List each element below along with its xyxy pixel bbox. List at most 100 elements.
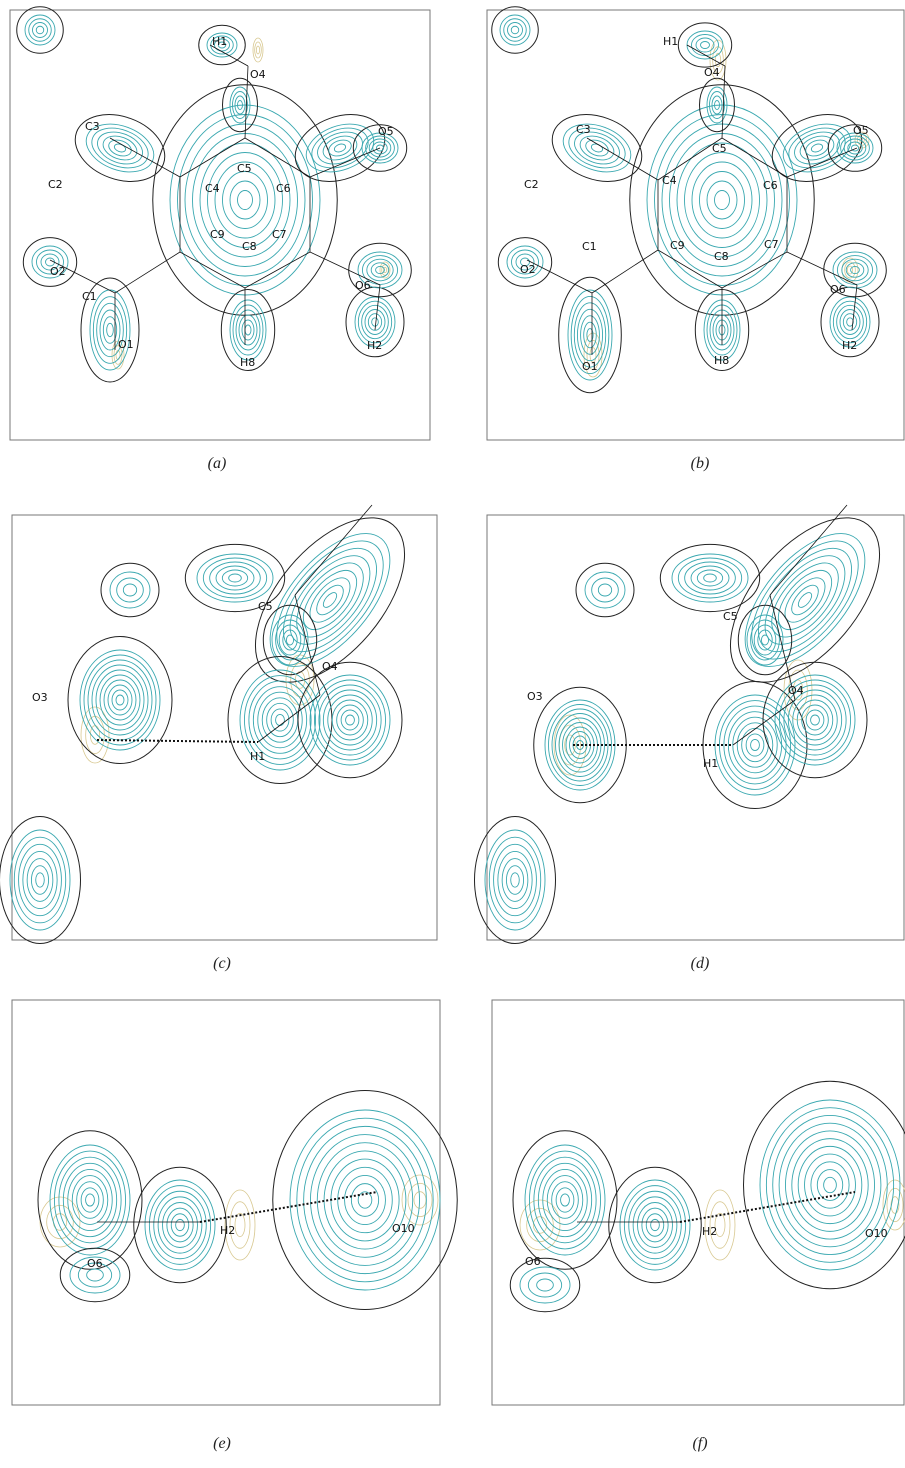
atom-label: O3	[527, 690, 543, 703]
atom-label: C3	[85, 120, 100, 133]
zero-contour	[738, 605, 791, 675]
negative-contour	[256, 46, 259, 54]
zero-contour	[702, 492, 905, 709]
contour	[769, 561, 842, 638]
atom-label: C1	[82, 290, 97, 303]
contour	[563, 723, 598, 768]
contour	[84, 655, 156, 745]
contour	[54, 1151, 125, 1249]
contour	[494, 844, 537, 915]
panel-caption: (f)	[692, 1435, 707, 1452]
contour	[236, 310, 260, 350]
contour	[811, 1162, 849, 1208]
contour	[145, 1180, 215, 1270]
contour	[36, 873, 45, 887]
atom-label: O4	[250, 68, 266, 81]
contour	[86, 1194, 95, 1206]
contour	[843, 314, 856, 331]
contour	[785, 1131, 874, 1239]
bond	[310, 148, 380, 177]
atom-label: C9	[670, 239, 685, 252]
contour	[271, 709, 289, 731]
atom-label: O6	[355, 279, 371, 292]
contour	[358, 301, 391, 343]
contour	[303, 571, 358, 629]
contour	[775, 675, 855, 765]
negative-contour	[255, 42, 262, 58]
atom-label: C4	[662, 174, 677, 187]
contour	[331, 1159, 399, 1241]
hydrogen-bond	[680, 1192, 855, 1222]
hydrogen-bond	[97, 740, 258, 742]
bond	[587, 138, 658, 180]
panel-frame	[12, 1000, 440, 1405]
contour	[585, 572, 625, 608]
zero-contour	[153, 85, 338, 316]
contour	[258, 692, 302, 748]
contour	[276, 714, 285, 725]
contour	[805, 1154, 856, 1216]
contour	[547, 1176, 583, 1225]
contour	[154, 1191, 207, 1259]
contour	[837, 305, 864, 338]
contour	[253, 687, 306, 754]
bond	[180, 252, 245, 288]
atom-label: O5	[853, 124, 869, 137]
contour	[312, 581, 348, 620]
contour	[185, 124, 305, 276]
contour	[230, 181, 260, 219]
zero-contour	[510, 1258, 580, 1311]
bond	[245, 138, 310, 177]
contour	[210, 562, 261, 594]
contour	[701, 42, 710, 49]
contour	[697, 570, 722, 586]
contour	[552, 709, 608, 781]
contour	[506, 866, 523, 895]
bond	[245, 252, 310, 288]
atom-label: H2	[702, 1225, 717, 1238]
contour	[333, 143, 346, 154]
contour	[230, 300, 266, 360]
contour	[197, 554, 273, 602]
bond	[722, 138, 787, 177]
contour	[100, 132, 140, 165]
contour	[787, 581, 823, 620]
atom-label: H1	[703, 757, 718, 770]
contour	[33, 23, 48, 38]
contour	[320, 132, 360, 165]
bond	[375, 285, 380, 330]
atom-label: O10	[392, 1222, 415, 1235]
contour	[93, 297, 126, 364]
panel-frame	[487, 10, 904, 440]
atom-label: H1	[212, 35, 227, 48]
contour	[117, 578, 144, 602]
contour	[31, 866, 48, 895]
contour	[314, 680, 385, 760]
contour	[238, 191, 253, 210]
contour	[500, 15, 530, 45]
contour	[163, 1203, 198, 1248]
atom-label: O2	[50, 265, 66, 278]
contour	[310, 675, 390, 765]
contour	[25, 15, 55, 45]
atom-label: C4	[205, 182, 220, 195]
contour	[685, 153, 760, 248]
contour	[750, 542, 859, 658]
contour	[290, 1110, 440, 1290]
contour	[678, 558, 741, 598]
atom-label: O2	[520, 263, 536, 276]
panel-frame	[487, 515, 904, 940]
contour	[810, 143, 823, 154]
contour	[104, 680, 136, 720]
negative-contour	[402, 1175, 438, 1225]
bond	[787, 148, 857, 177]
contour	[88, 660, 152, 740]
zero-contour	[543, 103, 651, 193]
contour	[584, 322, 597, 348]
contour	[489, 837, 540, 923]
atom-label: O4	[788, 684, 804, 697]
zero-contour	[23, 238, 76, 287]
atom-label: H8	[240, 356, 255, 369]
atom-label: O1	[582, 360, 598, 373]
contour	[112, 690, 128, 710]
